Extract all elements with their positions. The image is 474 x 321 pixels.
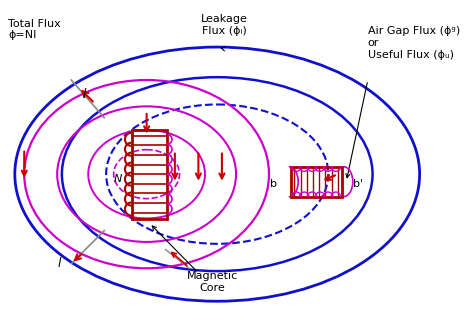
Text: N: N <box>114 174 122 184</box>
Text: l: l <box>57 257 61 270</box>
Bar <box>291 167 342 197</box>
Text: Air Gap Flux (ϕᵍ)
or
Useful Flux (ϕᵤ): Air Gap Flux (ϕᵍ) or Useful Flux (ϕᵤ) <box>368 26 460 60</box>
Bar <box>132 130 167 219</box>
Text: Total Flux
ϕ=NI: Total Flux ϕ=NI <box>8 19 61 40</box>
Text: Leakage
Flux (ϕₗ): Leakage Flux (ϕₗ) <box>201 14 248 36</box>
Text: Magnetic
Core: Magnetic Core <box>187 271 238 293</box>
Text: b: b <box>270 178 277 188</box>
Text: l: l <box>82 88 86 100</box>
Text: b': b' <box>353 178 364 188</box>
